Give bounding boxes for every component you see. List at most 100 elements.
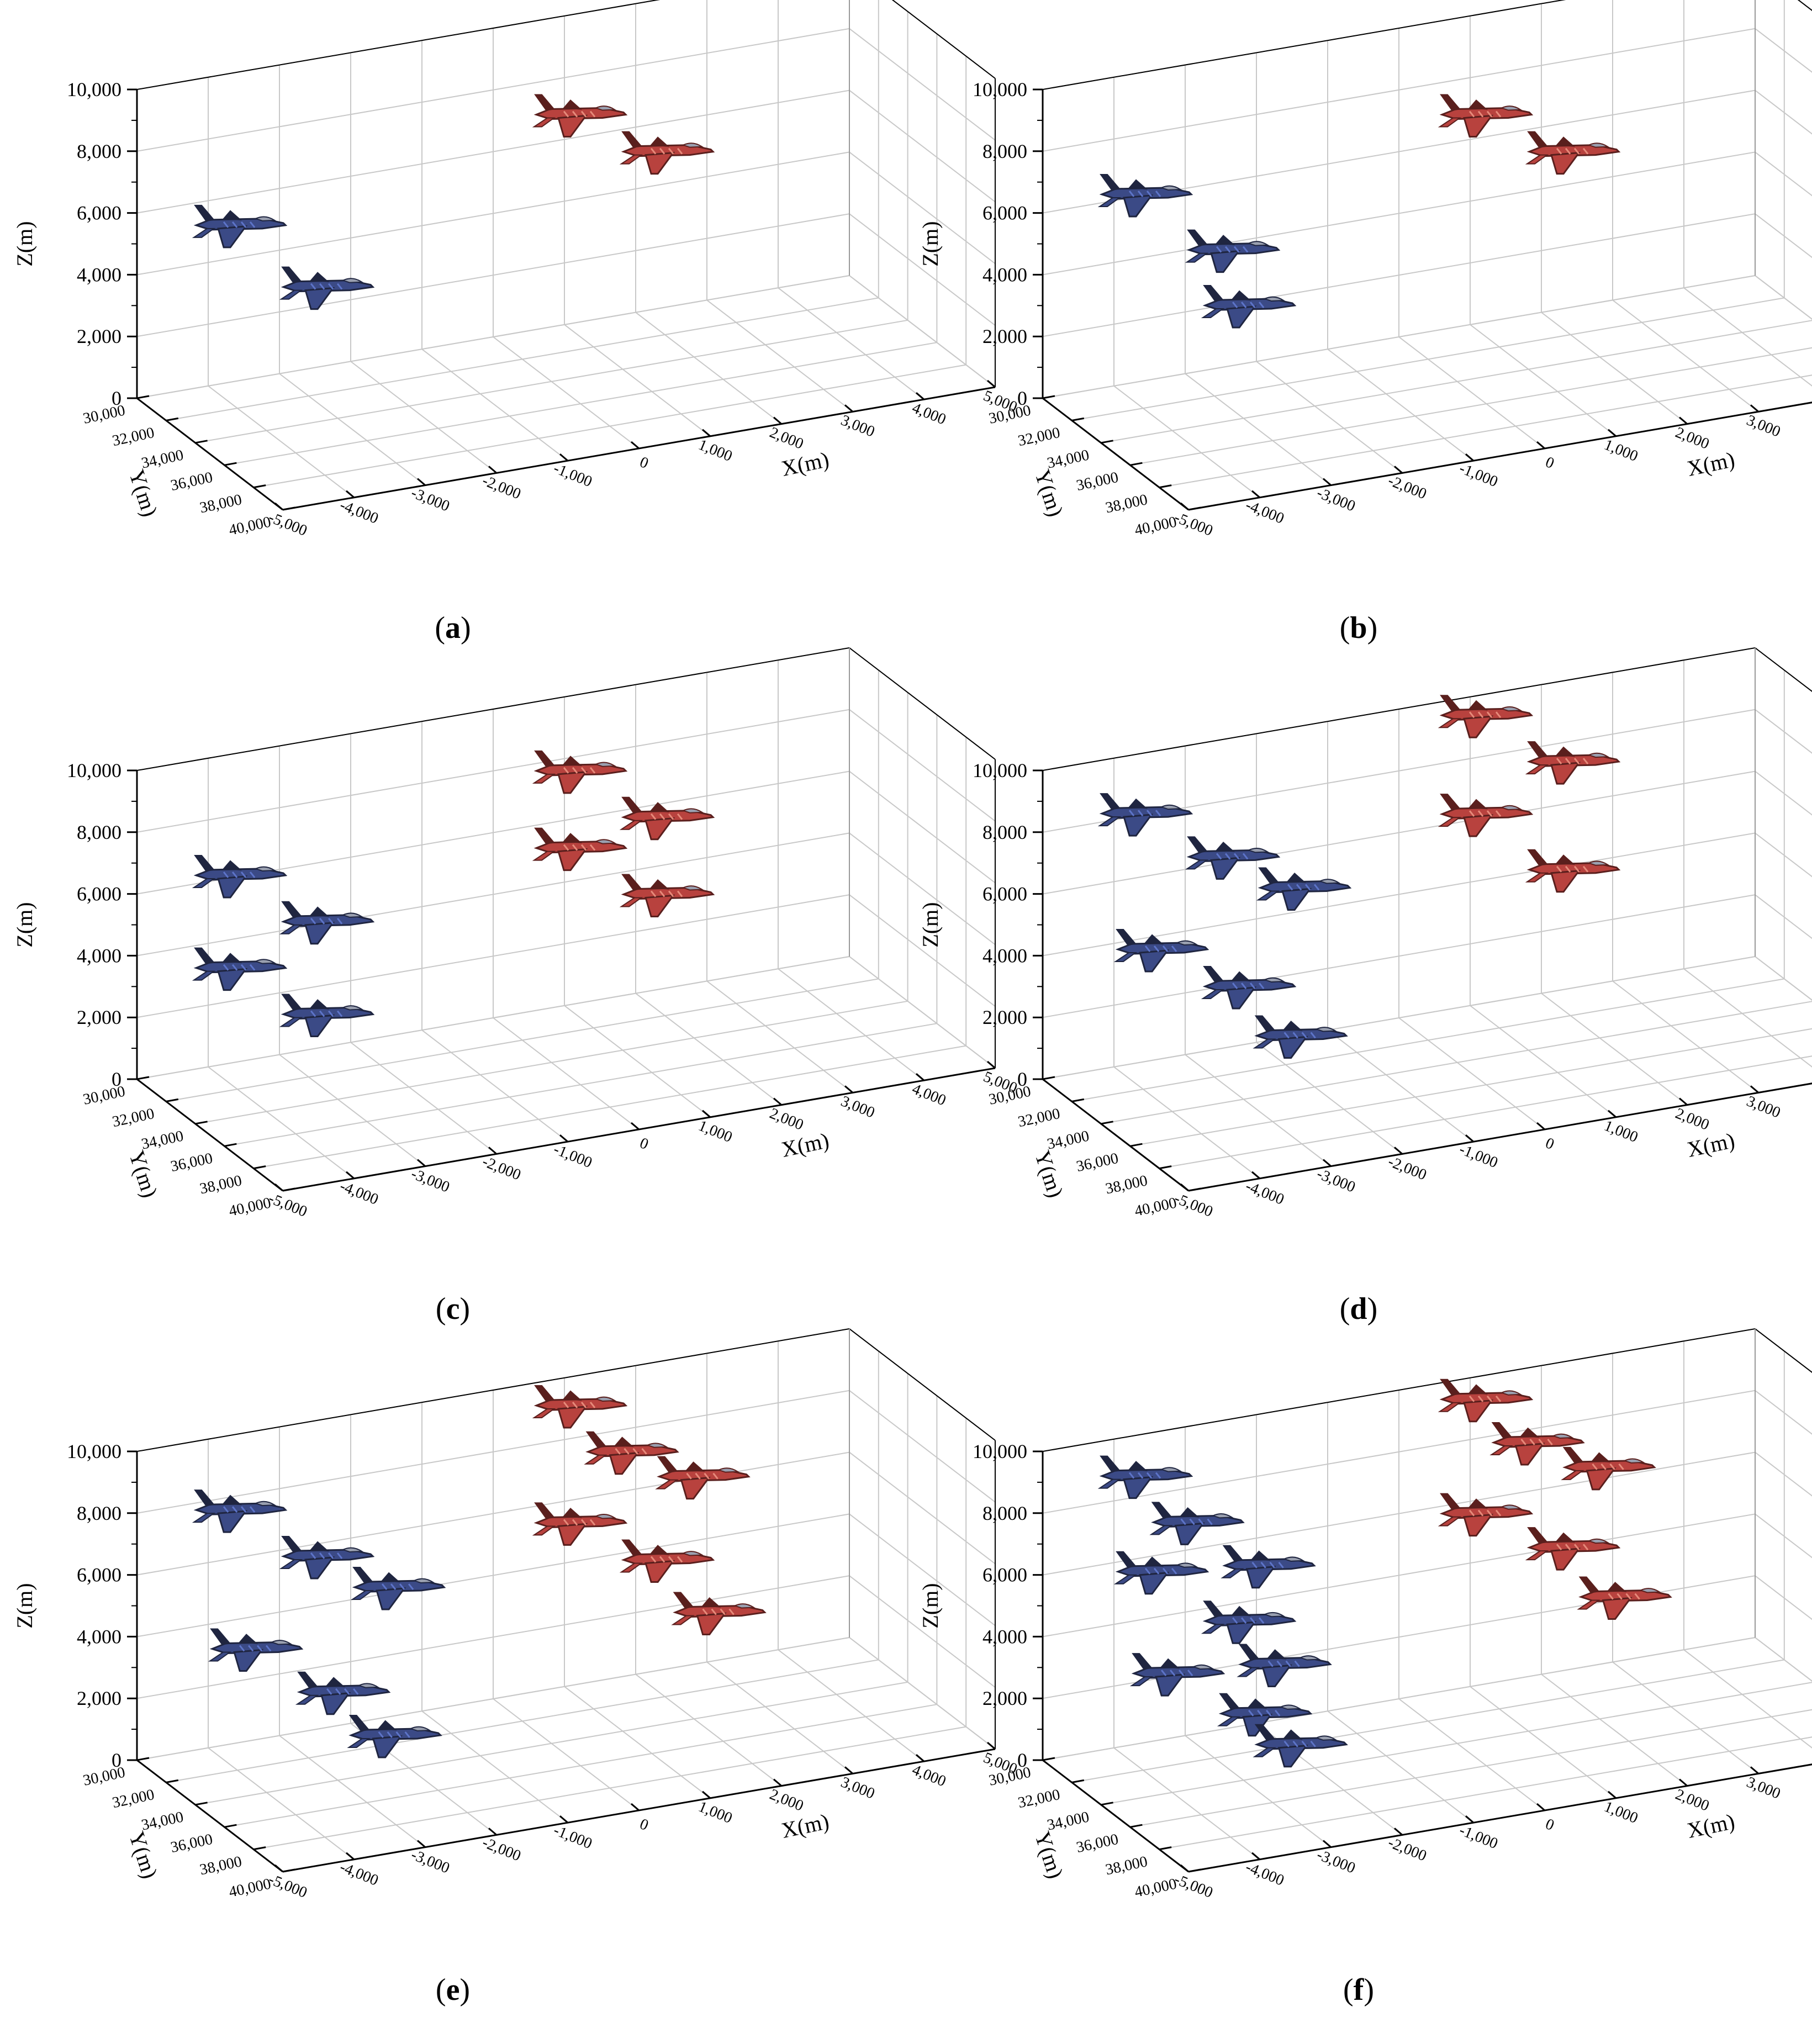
y-tick <box>282 1187 295 1192</box>
y-tick-label: 36,000 <box>1075 469 1120 494</box>
floor-gridline-x <box>493 336 640 449</box>
back-wall-gridline-z <box>1042 770 1756 895</box>
blue-jet-icon <box>279 1535 375 1580</box>
x-tick <box>1608 1791 1616 1799</box>
x-tick-label: -2,000 <box>480 472 524 503</box>
back-wall-gridline-z <box>1042 1513 1756 1638</box>
y-tick-label: 38,000 <box>1104 1172 1149 1197</box>
blue-jet-icon <box>1185 836 1281 880</box>
back-wall-gridline-z <box>136 832 850 957</box>
floor-gridline-x <box>493 1017 640 1130</box>
blue-jet-icon <box>1097 793 1193 837</box>
x-tick <box>488 1828 497 1836</box>
floor-gridline-y <box>1159 1736 1812 1850</box>
floor-gridline-x <box>208 1747 355 1860</box>
red-jet-icon <box>619 1539 715 1583</box>
x-tick <box>1536 441 1545 450</box>
side-wall-gridline-z <box>1755 894 1812 939</box>
floor-gridline-x <box>350 361 497 474</box>
x-tick <box>346 490 355 498</box>
x-tick-label: -3,000 <box>1314 1165 1358 1196</box>
axis-frame <box>1033 647 1812 1192</box>
floor-gridline-x <box>1541 311 1688 425</box>
x-tick <box>1323 1159 1332 1167</box>
floor-gridline-y <box>1101 320 1812 443</box>
x-tick <box>702 1791 711 1799</box>
x-tick-label: 0 <box>637 1134 651 1153</box>
subfigure-caption-letter: f <box>1353 1973 1364 2007</box>
y-tick-label: 30,000 <box>82 1764 127 1789</box>
side-wall-gridline-z <box>849 1637 996 1750</box>
subfigure-caption: (f) <box>1343 1973 1374 2007</box>
top-side-edge <box>1797 0 1812 12</box>
side-wall-gridline-z <box>849 956 996 1069</box>
y-axis-label: Y(m) <box>124 1829 163 1882</box>
floor-gridline-x <box>564 324 711 437</box>
side-wall-gridline-z <box>1755 832 1812 878</box>
side-wall-gridline-z <box>1755 28 1812 73</box>
y-tick <box>1042 1757 1055 1761</box>
z-tick-label: 4,000 <box>77 1625 121 1647</box>
y-tick <box>1071 1098 1085 1102</box>
y-tick-label: 36,000 <box>169 1831 214 1856</box>
z-tick-label: 0 <box>112 387 121 409</box>
z-axis-label: Z(m) <box>12 221 37 266</box>
blue-jet-icon <box>208 1628 304 1672</box>
y-tick <box>1101 1802 1113 1806</box>
top-side-edge <box>891 0 996 79</box>
x-tick-label: 2,000 <box>767 424 806 453</box>
x-tick-label: 2,000 <box>767 1105 806 1134</box>
y-tick-label: 36,000 <box>1075 1150 1120 1175</box>
x-tick <box>1536 1803 1545 1811</box>
floor-gridline-x <box>564 1005 711 1118</box>
z-tick-label: 2,000 <box>982 1006 1027 1028</box>
x-axis-label: X(m) <box>779 1809 831 1843</box>
chart-3d-scatter: 0 2,000 4,000 6,000 8,000 10,000 Z(m) 30,00032,… <box>918 0 1812 540</box>
x-tick-label: -2,000 <box>1386 1834 1429 1865</box>
x-tick-label: 1,000 <box>696 1117 735 1146</box>
x-tick <box>916 1073 925 1081</box>
side-wall-gridline-z <box>849 1575 996 1688</box>
floor-gridline-x <box>1612 1661 1759 1774</box>
x-tick-label: -4,000 <box>1243 1177 1287 1208</box>
red-jet-icon <box>584 1431 679 1475</box>
blue-jet-icon <box>192 1490 288 1533</box>
floor-gridline-x <box>1612 299 1759 413</box>
floor-gridline-x <box>1612 980 1759 1094</box>
floor-gridline-y <box>1071 978 1784 1102</box>
x-tick-label: -2,000 <box>1386 472 1429 503</box>
z-tick-label: 8,000 <box>982 821 1027 843</box>
axis-frame <box>127 0 996 511</box>
blue-jet-icon <box>192 947 288 991</box>
back-wall-gridline-z <box>1042 213 1756 337</box>
x-tick <box>559 1134 568 1143</box>
z-tick-label: 6,000 <box>77 202 121 224</box>
x-tick <box>1180 1183 1189 1192</box>
side-wall-gridline-z <box>849 770 996 884</box>
y-axis-line <box>136 1759 283 1873</box>
side-wall-gridline-z <box>849 1513 996 1626</box>
back-wall-gridline-z <box>136 894 850 1018</box>
blue-jet-icon <box>1201 1601 1297 1644</box>
x-tick-label: 1,000 <box>1602 1798 1640 1827</box>
side-wall-gridline-z <box>849 28 996 141</box>
z-tick-label: 10,000 <box>67 78 121 101</box>
x-tick <box>1465 1134 1474 1143</box>
floor-gridline-x <box>1327 1710 1474 1823</box>
x-tick <box>1251 490 1260 498</box>
top-side-edge <box>849 647 996 760</box>
floor-gridline-x <box>1113 385 1260 498</box>
y-tick-label: 38,000 <box>1104 1853 1149 1878</box>
x-tick-label: 3,000 <box>1744 1092 1783 1121</box>
z-tick-label: 0 <box>1017 1749 1027 1771</box>
floor-gridline-y <box>224 1023 937 1147</box>
floor-gridline-y <box>1101 1001 1812 1124</box>
y-tick <box>1130 1143 1143 1147</box>
floor-gridline-y <box>166 297 879 421</box>
z-tick-label: 4,000 <box>982 944 1027 966</box>
x-tick <box>559 1815 568 1824</box>
floor-gridline-y <box>253 1726 966 1850</box>
y-tick-label: 36,000 <box>169 469 214 494</box>
back-wall-gridline-z <box>1042 956 1756 1080</box>
x-tick <box>1608 429 1616 437</box>
